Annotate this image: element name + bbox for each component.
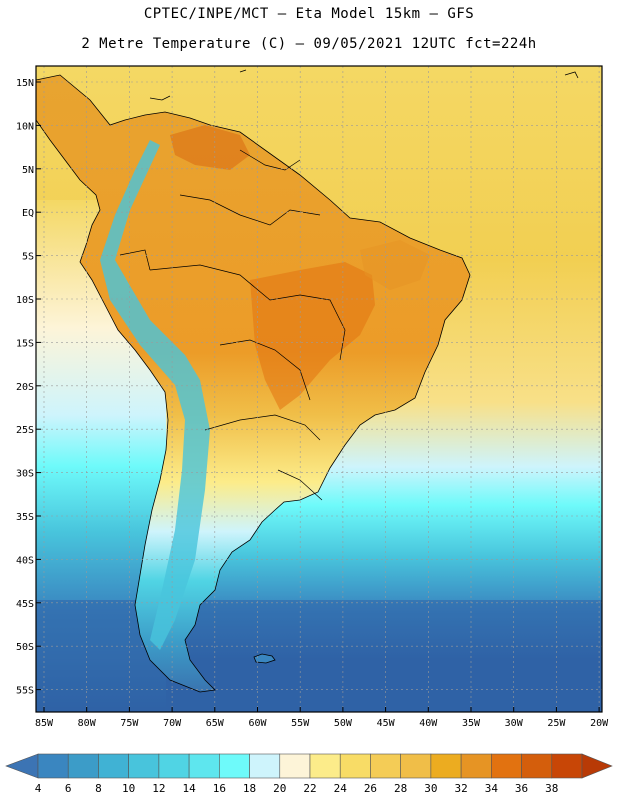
colorbar-box [219,753,250,779]
colorbar-label: 38 [545,782,558,795]
lon-label: 30W [505,718,524,729]
colorbar-label: 34 [485,782,499,795]
colorbar-box [98,753,129,779]
colorbar-box [188,753,220,779]
lon-label: 55W [291,718,310,729]
lat-label: 5S [22,252,34,263]
lat-label: 20S [16,382,34,393]
colorbar-box [128,753,160,779]
country-borders [119,149,346,501]
colorbar-box [37,753,69,779]
lat-label: 15N [16,78,34,89]
colorbar-label: 30 [424,782,437,795]
caribbean-islands [149,69,579,101]
colorbar-label: 36 [515,782,528,795]
lon-label: 80W [78,718,97,729]
colorbar-box [339,753,371,779]
colorbar-label: 26 [364,782,377,795]
chart-subtitle: 2 Metre Temperature (C) – 09/05/2021 12U… [81,36,537,52]
lat-label: 15S [16,338,34,349]
colorbar-label: 4 [35,782,42,795]
colorbar-label: 10 [122,782,135,795]
colorbar-box [158,753,190,779]
colorbar-label: 32 [454,782,467,795]
lon-label: 75W [120,718,139,729]
colorbar-box [521,753,553,779]
colorbar-label: 22 [303,782,316,795]
colorbar-box [309,753,341,779]
latitude-labels: 15N 10N 5N EQ 5S 10S 15S 20S 25S 30S 35S 40S 45S 50S 5… [16,78,41,697]
colorbar: 4 6 8 10 12 14 16 18 20 22 24 26 28 30 32 34 36 38 [5,753,613,795]
south-america-land [36,74,471,693]
colorbar-box [491,753,522,779]
colorbar-box [67,753,99,779]
map-frame [35,65,603,713]
colorbar-arrow-high [581,753,613,779]
lon-label: 50W [334,718,353,729]
lon-label: 60W [248,718,267,729]
andes-cold-strip [100,140,210,650]
map-field [36,66,602,712]
lon-label: 25W [547,718,566,729]
lat-label: 40S [16,555,34,566]
graticule [36,66,602,712]
lat-label: 35S [16,512,34,523]
chart-title: CPTEC/INPE/MCT – Eta Model 15km – GFS [143,6,475,22]
lat-label: 10N [16,121,34,132]
colorbar-arrow-low [5,753,39,779]
lon-label: 85W [35,718,54,729]
lon-label: 70W [163,718,182,729]
lon-label: 65W [206,718,225,729]
lat-label: 5N [22,165,34,176]
falkland-islands [253,653,276,664]
lon-label: 20W [590,718,609,729]
colorbar-box [249,753,281,779]
southern-cold-band [36,600,602,712]
colorbar-label: 8 [95,782,102,795]
hot-north [170,125,250,170]
colorbar-box [460,753,492,779]
longitude-labels: 85W 80W 75W 70W 65W 60W 55W 50W 45W 40W 35W 30W 25W 2… [35,707,609,729]
lat-label: EQ [22,208,34,219]
colorbar-box [279,753,311,779]
colorbar-label: 24 [334,782,348,795]
hot-northeast [360,240,430,290]
lon-label: 40W [419,718,438,729]
colorbar-label: 18 [243,782,256,795]
lon-label: 35W [462,718,481,729]
colorbar-label: 16 [213,782,226,795]
lat-label: 10S [16,295,34,306]
colorbar-label: 20 [273,782,286,795]
lat-label: 50S [16,642,34,653]
colorbar-label: 6 [65,782,72,795]
colorbar-box [551,753,583,779]
colorbar-box [370,753,401,779]
colorbar-label: 12 [152,782,165,795]
temperature-map: 15N 10N 5N EQ 5S 10S 15S 20S 25S 30S 35S 40S 45S 50S 5… [16,65,609,729]
lat-label: 30S [16,469,34,480]
lat-label: 45S [16,599,34,610]
colorbar-box [430,753,462,779]
lat-label: 55S [16,686,34,697]
colorbar-box [400,753,432,779]
lat-label: 25S [16,425,34,436]
lon-label: 45W [377,718,396,729]
colorbar-label: 14 [182,782,196,795]
colorbar-label: 28 [394,782,407,795]
